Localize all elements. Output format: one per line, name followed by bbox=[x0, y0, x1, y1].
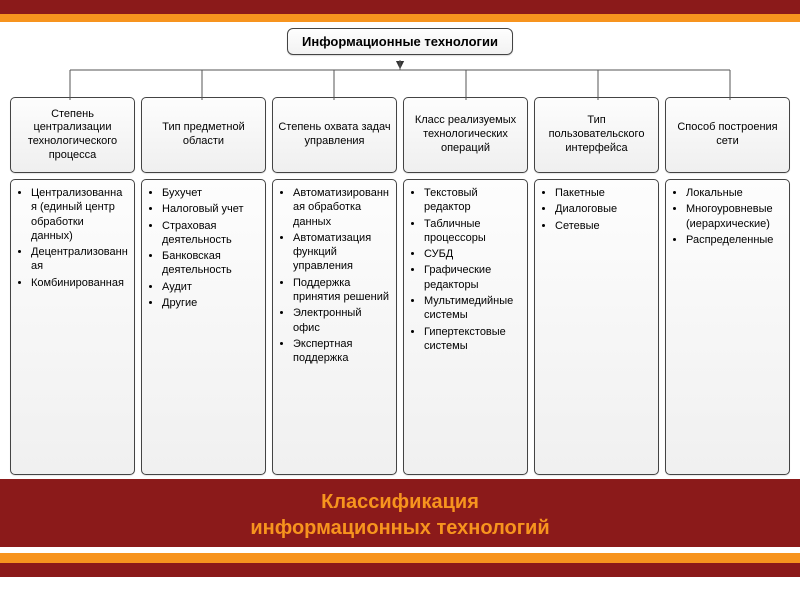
column-header: Степень централизации технологического п… bbox=[10, 97, 135, 173]
list-item: Локальные bbox=[686, 186, 783, 200]
list-item: Автоматизированная обработка данных bbox=[293, 186, 390, 229]
list-item: Бухучет bbox=[162, 186, 259, 200]
column-4: Тип пользовательского интерфейсаПакетные… bbox=[534, 97, 659, 475]
list-item: Банковская деятельность bbox=[162, 249, 259, 278]
columns-container: Степень централизации технологического п… bbox=[10, 97, 790, 475]
list-item: Табличные процессоры bbox=[424, 217, 521, 246]
column-body: Текстовый редакторТабличные процессорыСУ… bbox=[403, 179, 528, 475]
list-item: Графические редакторы bbox=[424, 263, 521, 292]
column-0: Степень централизации технологического п… bbox=[10, 97, 135, 475]
column-body: Централизованная (единый центр обработки… bbox=[10, 179, 135, 475]
list-item: Централизованная (единый центр обработки… bbox=[31, 186, 128, 243]
column-header: Класс реализуемых технологических операц… bbox=[403, 97, 528, 173]
list-item: Другие bbox=[162, 296, 259, 310]
column-body: Пакетные Диалоговые Сетевые bbox=[534, 179, 659, 475]
list-item: Страховая деятельность bbox=[162, 219, 259, 248]
column-header: Способ построения сети bbox=[665, 97, 790, 173]
footer-band: Классификация информационных технологий bbox=[0, 479, 800, 547]
list-item: Поддержка принятия решений bbox=[293, 276, 390, 305]
column-2: Степень охвата задач управленияАвтоматиз… bbox=[272, 97, 397, 475]
top-bar bbox=[0, 0, 800, 14]
column-header: Степень охвата задач управления bbox=[272, 97, 397, 173]
column-header: Тип предметной области bbox=[141, 97, 266, 173]
list-item: Распределенные bbox=[686, 233, 783, 247]
root-node: Информационные технологии bbox=[287, 28, 513, 55]
list-item: Электронный офис bbox=[293, 306, 390, 335]
list-item: СУБД bbox=[424, 247, 521, 261]
list-item: Автоматизация функций управления bbox=[293, 231, 390, 274]
footer-title-1: Классификация bbox=[0, 489, 800, 515]
list-item: Диалоговые bbox=[555, 202, 652, 216]
list-item: Пакетные bbox=[555, 186, 652, 200]
list-item: Аудит bbox=[162, 280, 259, 294]
column-5: Способ построения сети Локальные Многоуров… bbox=[665, 97, 790, 475]
column-body: Автоматизированная обработка данныхАвтом… bbox=[272, 179, 397, 475]
column-body: Локальные Многоуровневые (иерархические) Р… bbox=[665, 179, 790, 475]
column-3: Класс реализуемых технологических операц… bbox=[403, 97, 528, 475]
list-item: Сетевые bbox=[555, 219, 652, 233]
column-1: Тип предметной области Бухучет Налоговый у… bbox=[141, 97, 266, 475]
orange-bar bbox=[0, 14, 800, 22]
list-item: Текстовый редактор bbox=[424, 186, 521, 215]
list-item: Мультимедийные системы bbox=[424, 294, 521, 323]
list-item: Комбинированная bbox=[31, 276, 128, 290]
diagram-area: Информационные технологии ▼ Степень цент… bbox=[0, 22, 800, 479]
list-item: Гипертекстовые системы bbox=[424, 325, 521, 354]
list-item: Экспертная поддержка bbox=[293, 337, 390, 366]
column-body: Бухучет Налоговый учет Страховая деятельно… bbox=[141, 179, 266, 475]
list-item: Многоуровневые (иерархические) bbox=[686, 202, 783, 231]
orange-bar-bottom bbox=[0, 553, 800, 563]
list-item: Децентрализованная bbox=[31, 245, 128, 274]
dark-bar-bottom bbox=[0, 563, 800, 577]
footer-title-2: информационных технологий bbox=[0, 515, 800, 541]
arrow-down-icon: ▼ bbox=[393, 56, 407, 72]
column-header: Тип пользовательского интерфейса bbox=[534, 97, 659, 173]
list-item: Налоговый учет bbox=[162, 202, 259, 216]
